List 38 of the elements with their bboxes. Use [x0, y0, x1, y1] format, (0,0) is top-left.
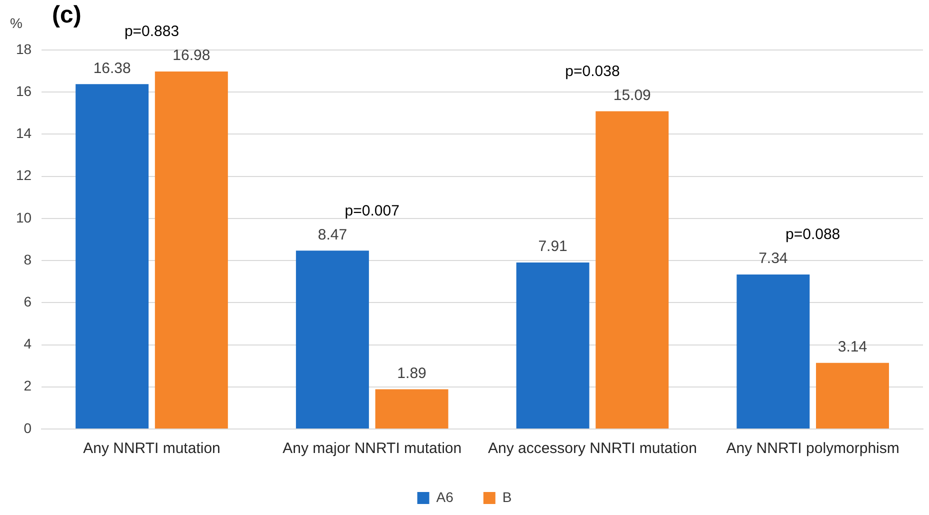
bar [154, 71, 228, 428]
y-tick-label: 8 [24, 251, 32, 268]
bar [76, 84, 149, 428]
y-tick-label: 16 [16, 82, 32, 99]
data-label: 8.47 [318, 226, 348, 244]
bar [736, 274, 810, 428]
x-tick-label: Any NNRTI polymorphism [726, 440, 900, 458]
data-label: 7.34 [758, 250, 788, 268]
annotation: p=0.088 [786, 226, 840, 244]
data-label: 16.38 [93, 60, 131, 77]
annotation: p=0.007 [344, 202, 400, 220]
data-label: 3.14 [838, 338, 868, 356]
y-tick-label: 18 [16, 40, 32, 57]
y-axis-title: % [10, 14, 22, 31]
bar [596, 111, 669, 428]
y-tick-label: 0 [24, 420, 32, 436]
data-label: 1.89 [397, 364, 426, 382]
legend-label: B [502, 488, 512, 505]
data-label: 7.91 [538, 238, 568, 256]
x-tick-label: Any accessory NNRTI mutation [488, 440, 697, 458]
data-label: 16.98 [172, 47, 210, 64]
text: p=0.883 [124, 23, 180, 40]
y-tick-label: 2 [24, 378, 32, 394]
x-tick-label: Any NNRTI mutation [83, 440, 220, 458]
bar [375, 389, 448, 428]
data-label: 15.09 [613, 86, 651, 104]
bar [296, 250, 369, 428]
y-tick-label: 6 [24, 294, 32, 310]
bar [516, 262, 590, 428]
chart-title: (c) [52, 2, 82, 29]
legend-label: A6 [436, 488, 454, 505]
y-tick-label: 4 [24, 336, 32, 352]
bar [816, 362, 889, 428]
y-tick-label: 10 [16, 209, 32, 226]
annotation: p=0.038 [565, 62, 620, 80]
y-tick-label: 12 [16, 167, 32, 184]
x-tick-label: Any major NNRTI mutation [282, 440, 462, 458]
y-tick-label: 14 [16, 125, 32, 142]
